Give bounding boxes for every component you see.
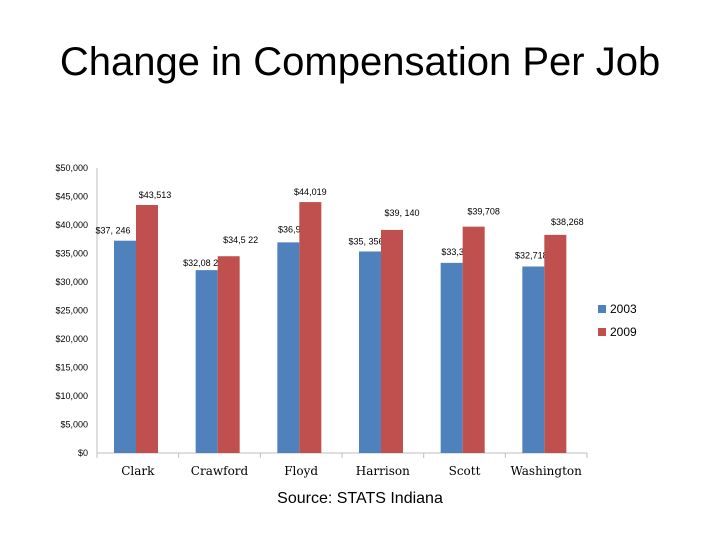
bar-2009-clark: [136, 204, 158, 453]
data-label: $35, 356: [348, 236, 383, 246]
bar-2003-washington: [522, 266, 545, 453]
legend-swatch-2009: [598, 328, 606, 336]
data-label: $33,360: [441, 247, 474, 257]
data-label: $39,708: [467, 207, 500, 217]
data-label: $37, 246: [95, 226, 130, 236]
x-tick-label: Floyd: [284, 464, 318, 478]
bar-2009-floyd: [299, 202, 322, 453]
data-label: $32,08 2: [183, 258, 218, 268]
data-label: $34,5 22: [223, 235, 258, 245]
bar-2003-crawford: [195, 270, 218, 453]
data-label: $39, 140: [384, 208, 419, 218]
y-tick-label: $10,000: [55, 391, 88, 401]
data-label: $32,718: [515, 251, 548, 261]
x-tick-label: Scott: [449, 464, 481, 478]
legend-label-2009: 2009: [610, 325, 637, 339]
bar-2009-scott: [462, 226, 485, 453]
legend-label-2003: 2003: [610, 302, 637, 316]
bar-2003-floyd: [277, 242, 300, 453]
legend-swatch-2003: [598, 305, 606, 313]
bar-2003-scott: [440, 262, 463, 453]
x-tick-label: Crawford: [191, 464, 249, 478]
y-tick-label: $15,000: [55, 363, 88, 373]
bar-2003-clark: [114, 240, 136, 453]
data-label: $38,268: [551, 217, 584, 227]
y-tick-label: $30,000: [55, 277, 88, 287]
bar-2009-harrison: [381, 229, 403, 453]
bar-2003-harrison: [359, 251, 381, 453]
y-tick-label: $25,000: [55, 306, 88, 316]
y-tick-label: $5,000: [60, 420, 88, 430]
y-tick-label: $0: [78, 448, 88, 458]
x-tick-label: Harrison: [356, 464, 410, 478]
source-note: Source: STATS Indiana: [277, 490, 443, 507]
bar-2009-washington: [544, 234, 567, 453]
bar-2009-crawford: [217, 256, 240, 453]
data-label: $36,953: [278, 224, 311, 234]
y-tick-label: $40,000: [55, 220, 88, 230]
chart-title: Change in Compensation Per Job: [59, 40, 661, 84]
y-tick-label: $20,000: [55, 334, 88, 344]
x-tick-label: Clark: [121, 464, 155, 478]
y-tick-label: $45,000: [55, 192, 88, 202]
x-tick-label: Washington: [510, 464, 582, 478]
y-tick-label: $35,000: [55, 249, 88, 259]
y-tick-label: $50,000: [55, 163, 88, 173]
data-label: $44,019: [294, 187, 327, 197]
data-label: $43,513: [139, 190, 172, 200]
